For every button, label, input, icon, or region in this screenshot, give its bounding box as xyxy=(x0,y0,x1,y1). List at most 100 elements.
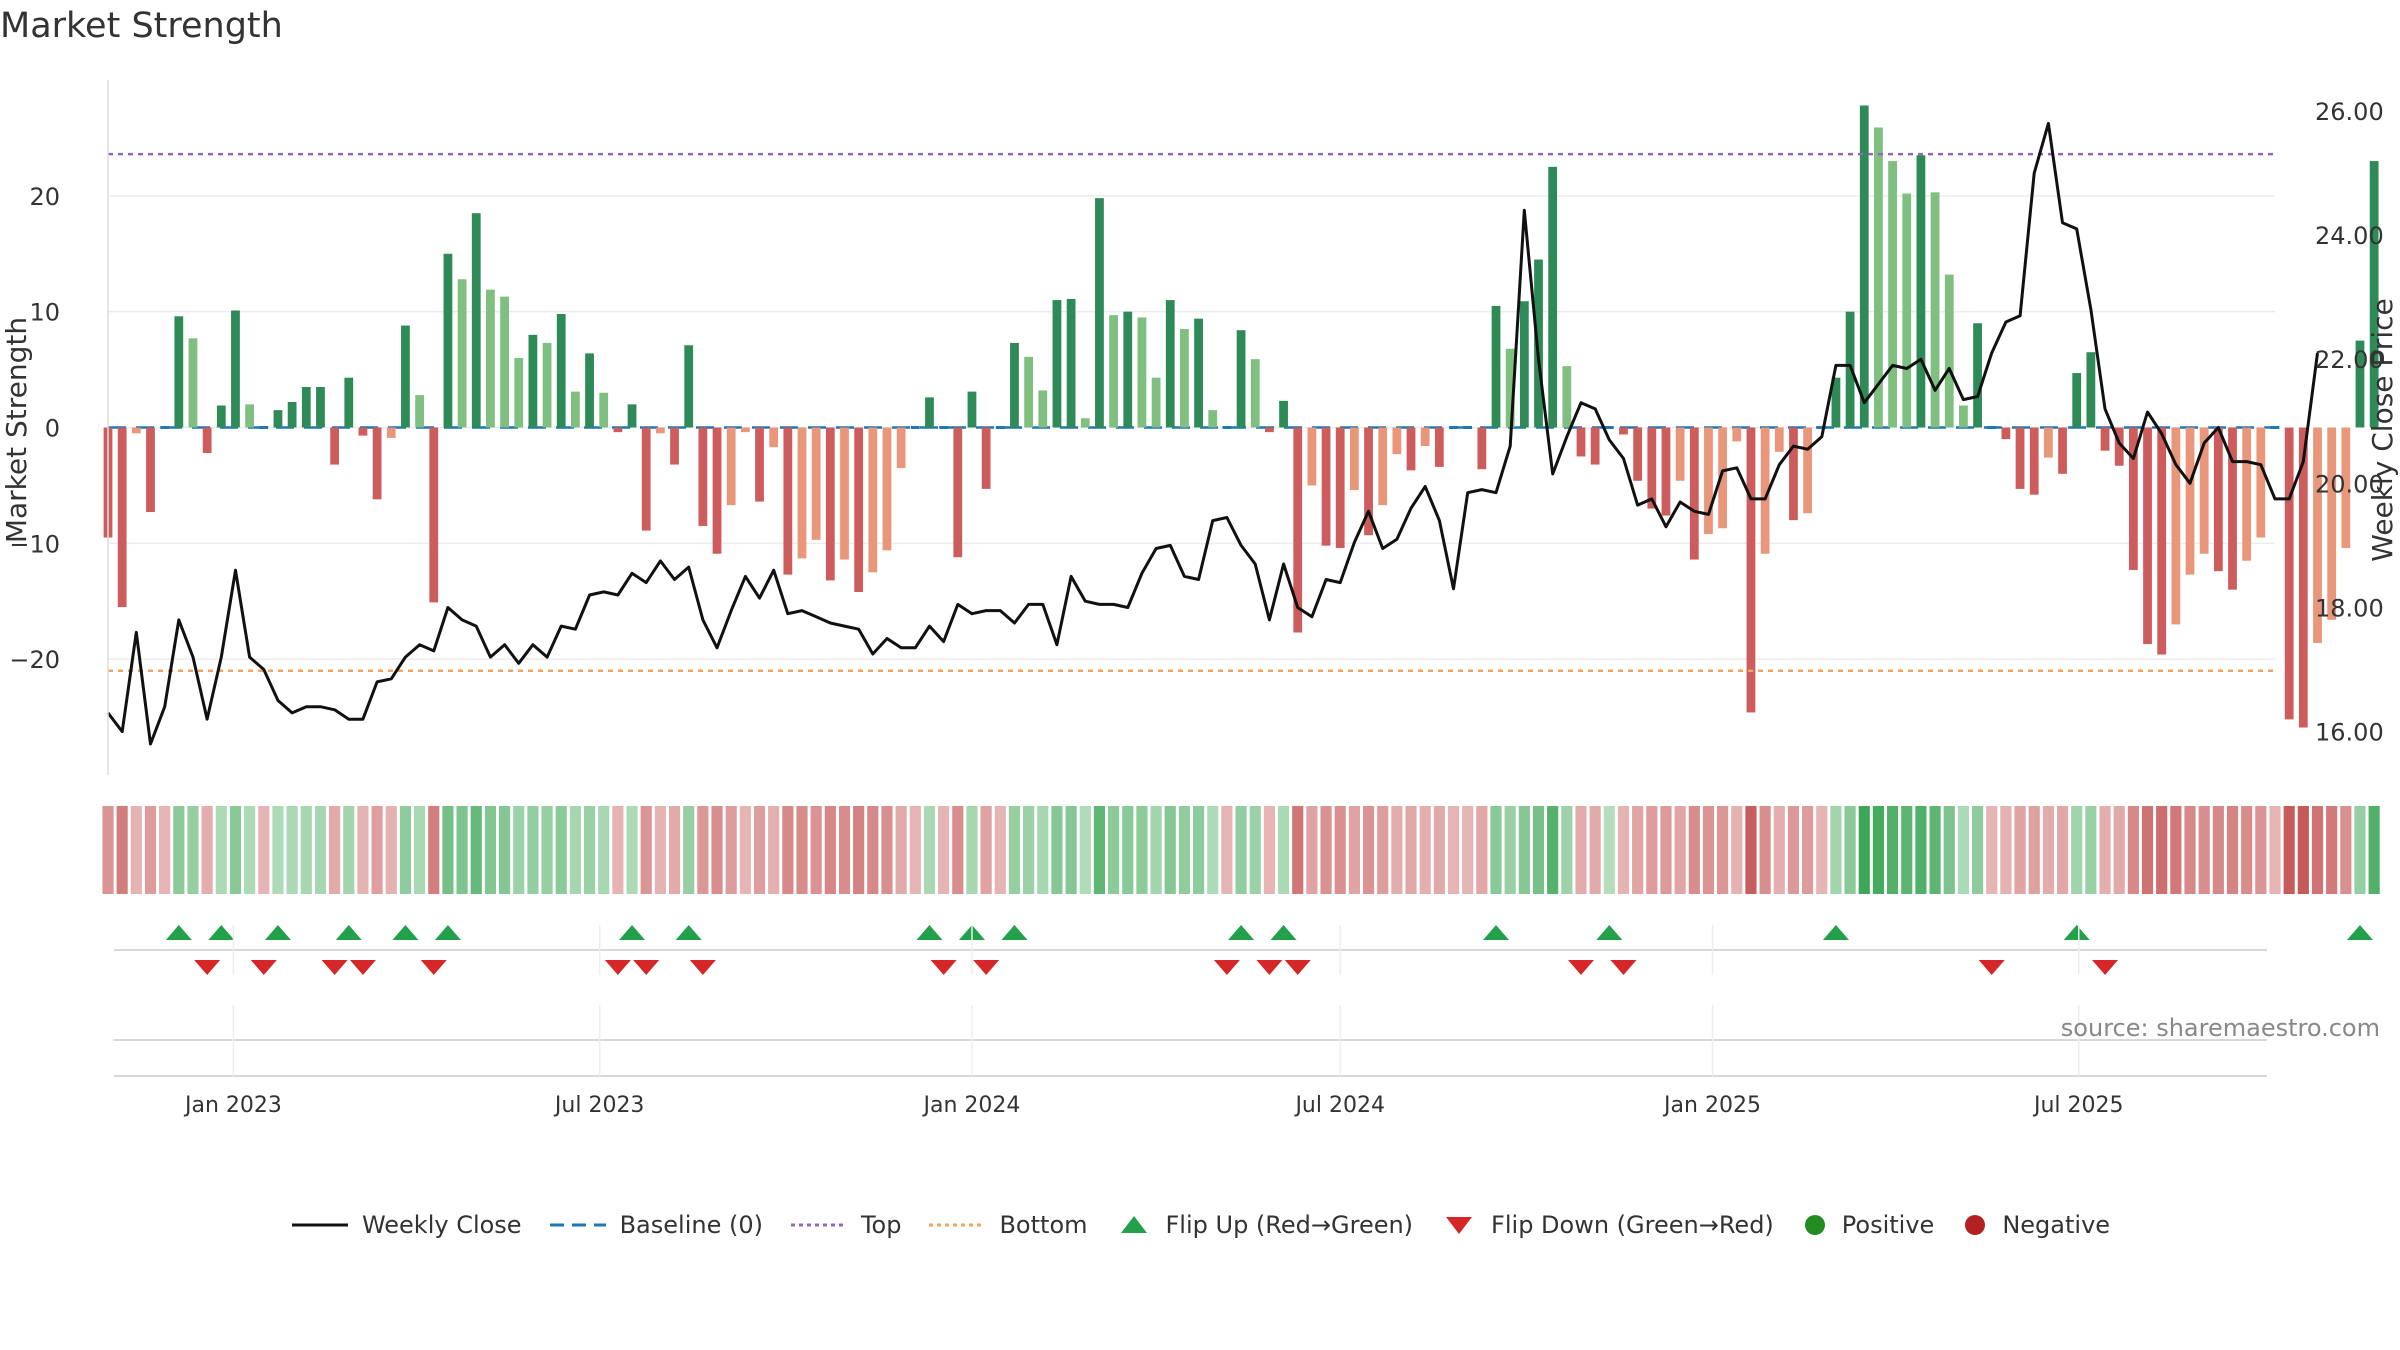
strength-bar xyxy=(1123,311,1133,428)
strength-bar xyxy=(1746,427,1756,713)
strip-cell xyxy=(1476,806,1488,894)
strip-cell xyxy=(1008,806,1021,894)
flip-down-marker xyxy=(1213,960,1240,975)
strip-cell xyxy=(867,806,879,894)
legend-positive[interactable]: Positive xyxy=(1800,1211,1935,1239)
strength-bar xyxy=(1548,166,1558,428)
legend-bottom[interactable]: Bottom xyxy=(927,1211,1088,1239)
strength-bar xyxy=(2369,161,2379,428)
strength-bar xyxy=(1647,427,1657,509)
color-strip xyxy=(102,806,2380,894)
strip-cell xyxy=(229,806,242,894)
legend-flip-up[interactable]: Flip Up (Red→Green) xyxy=(1114,1211,1413,1239)
strip-cell xyxy=(1688,806,1700,894)
strength-bar xyxy=(2171,427,2181,625)
strip-cell xyxy=(626,806,638,894)
strength-bar xyxy=(1236,330,1246,428)
strip-cell xyxy=(782,806,794,894)
flip-up-marker xyxy=(1228,925,1255,940)
strip-cell xyxy=(1830,806,1842,894)
strength-bar xyxy=(1194,318,1203,428)
strength-bar xyxy=(882,427,892,551)
strip-cell xyxy=(1221,806,1233,894)
flip-up-marker xyxy=(434,925,461,940)
strength-bar xyxy=(2242,427,2252,561)
strip-cell xyxy=(343,806,355,894)
strip-cell xyxy=(1122,806,1134,894)
legend-label: Flip Down (Green→Red) xyxy=(1491,1211,1774,1239)
strip-cell xyxy=(2354,806,2366,894)
strength-bar xyxy=(981,427,991,489)
strength-bar xyxy=(1859,105,1869,428)
flip-up-marker xyxy=(675,925,702,940)
strip-cell xyxy=(683,806,695,894)
legend-flip-down[interactable]: Flip Down (Green→Red) xyxy=(1439,1211,1774,1239)
strip-cell xyxy=(173,806,185,894)
level-lines xyxy=(108,152,2275,672)
strength-bar xyxy=(1109,315,1118,428)
strength-bar xyxy=(131,427,141,434)
strength-bar xyxy=(1378,427,1388,506)
y-tick-label: −20 xyxy=(9,646,60,674)
flip-down-marker xyxy=(1567,960,1594,975)
strength-bar xyxy=(698,427,708,526)
strip-cell xyxy=(1632,806,1644,894)
strength-bar xyxy=(287,402,297,428)
strength-bar xyxy=(1831,377,1841,428)
strip-cell xyxy=(555,806,567,894)
strip-cell xyxy=(2184,806,2196,894)
flip-up-marker xyxy=(619,925,646,940)
flip-down-marker xyxy=(349,960,376,975)
strip-cell xyxy=(1844,806,1856,894)
x-tick-label: Jan 2023 xyxy=(183,1093,282,1118)
strength-bar xyxy=(1477,427,1487,470)
strength-bar xyxy=(1902,193,1912,428)
strip-cell xyxy=(314,806,327,894)
weekly-close-series xyxy=(106,121,2319,746)
strip-cell xyxy=(201,806,213,894)
strip-cell xyxy=(2113,806,2125,894)
strip-cell xyxy=(853,806,865,894)
strip-cell xyxy=(1518,806,1530,894)
legend-baseline[interactable]: Baseline (0) xyxy=(548,1211,763,1239)
legend-top[interactable]: Top xyxy=(789,1211,901,1239)
flip-up-marker xyxy=(1483,925,1510,940)
flip-down-marker xyxy=(1256,960,1283,975)
strength-bar xyxy=(486,289,495,428)
strip-cell xyxy=(2226,806,2239,894)
strength-bar xyxy=(1874,127,1883,428)
strength-bar xyxy=(1265,427,1274,433)
strength-bar xyxy=(301,386,311,428)
strip-cell xyxy=(2368,806,2380,894)
legend-negative[interactable]: Negative xyxy=(1960,1211,2110,1239)
strength-bar xyxy=(1944,274,1954,428)
strip-cell xyxy=(1079,806,1091,894)
strength-bar xyxy=(783,427,793,575)
strength-bar xyxy=(2143,427,2152,645)
strip-cell xyxy=(187,806,199,894)
strip-cell xyxy=(215,806,227,894)
strength-bar xyxy=(1661,427,1671,516)
strength-bar xyxy=(2355,340,2365,428)
strip-cell xyxy=(1207,806,1219,894)
strength-bar xyxy=(1973,323,1982,428)
flip-down-marker xyxy=(250,960,277,975)
strength-bar xyxy=(174,316,184,428)
strength-bar xyxy=(840,427,849,560)
strip-cell xyxy=(1037,806,1049,894)
strip-cell xyxy=(1306,806,1318,894)
strength-bar xyxy=(1180,329,1189,428)
strip-cell xyxy=(371,806,383,894)
legend-weekly-close[interactable]: Weekly Close xyxy=(290,1211,522,1239)
strip-cell xyxy=(654,806,666,894)
legend-label: Positive xyxy=(1841,1211,1935,1239)
dash-line-icon xyxy=(549,1223,606,1227)
strip-cell xyxy=(541,806,553,894)
strength-bar xyxy=(471,213,481,428)
strip-cell xyxy=(1093,806,1106,894)
strip-cell xyxy=(2297,806,2309,894)
strength-bar xyxy=(1959,405,1968,428)
strip-cell xyxy=(258,806,270,894)
strip-cell xyxy=(923,806,936,894)
strip-cell xyxy=(598,806,610,894)
